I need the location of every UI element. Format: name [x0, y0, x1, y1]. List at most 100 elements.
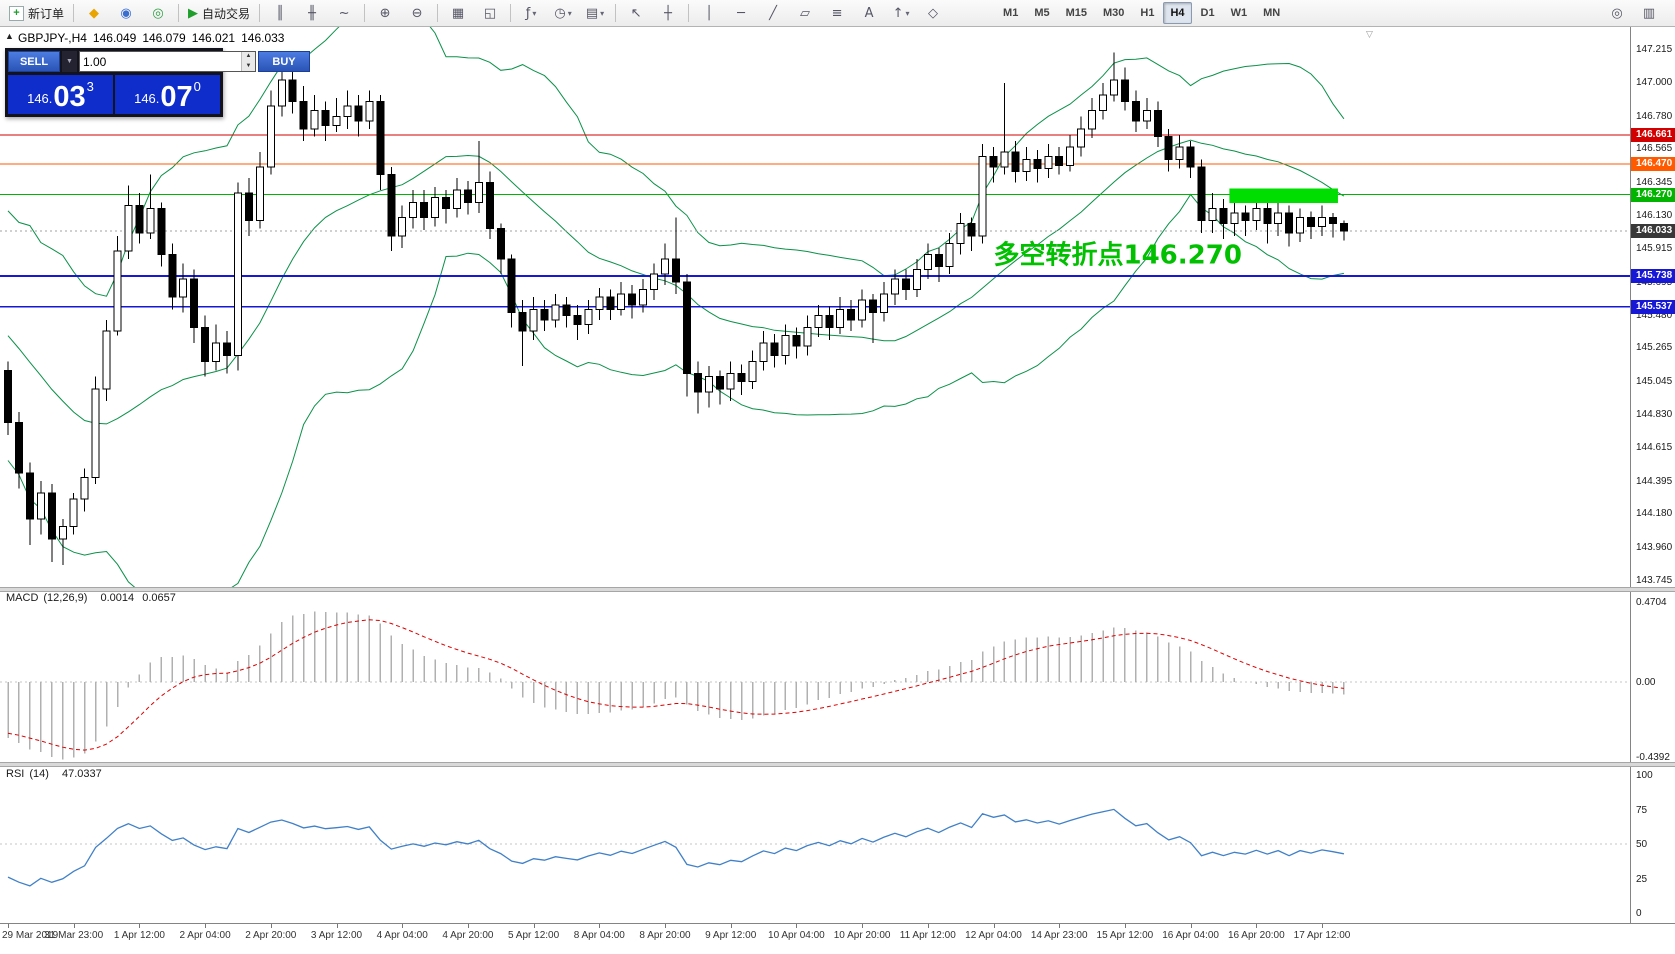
toolbar-templates-button[interactable]: ▤ ▾	[580, 1, 610, 25]
sell-price-button[interactable]: 146. 03 3	[8, 75, 113, 114]
macd-chart[interactable]	[0, 590, 1630, 762]
volume-step-down[interactable]: ▼	[242, 61, 255, 71]
cursor-icon: ↖	[630, 5, 642, 21]
rsi-chart[interactable]	[0, 765, 1630, 923]
time-tick	[336, 924, 338, 928]
price-axis[interactable]: 147.215 147.000 146.780 146.565 146.345 146.1…	[1630, 27, 1675, 953]
data-window-icon: ▥	[1642, 5, 1656, 21]
price-tick-label: 145.915	[1636, 242, 1673, 254]
play-icon: ▶	[188, 5, 199, 21]
sell-button[interactable]: SELL	[8, 51, 60, 72]
search-icon: ◎	[1611, 5, 1623, 21]
new-order-button[interactable]: + 新订单	[5, 1, 68, 25]
toolbar-mql5-button[interactable]: ◆	[79, 1, 109, 25]
macd-label: MACD (12,26,9) 0.0014 0.0657	[6, 592, 181, 604]
vertical-line-icon: │	[705, 5, 713, 21]
buy-price-button[interactable]: 146. 07 0	[115, 75, 220, 114]
highlight-zone-rect[interactable]	[1229, 188, 1338, 204]
toolbar-horizontal-line-button[interactable]: ─	[726, 1, 756, 25]
toolbar-separator	[688, 4, 690, 22]
time-label: 29 Mar 2019	[2, 930, 59, 941]
buy-button[interactable]: BUY	[258, 51, 310, 72]
panel-splitter[interactable]	[0, 762, 1675, 767]
toolbar-line-chart-button[interactable]: ~	[329, 1, 359, 25]
toolbar-tile-windows-button[interactable]: ▦	[443, 1, 473, 25]
toolbar-zoom-out-button[interactable]: ⊖	[402, 1, 432, 25]
toolbar-separator	[437, 4, 439, 22]
timeframe-mn-button[interactable]: MN	[1263, 7, 1281, 19]
chevron-down-icon: ▾	[905, 8, 910, 18]
bollinger-upper-band[interactable]	[7, 27, 1345, 297]
toolbar-shapes-button[interactable]: ◇	[918, 1, 948, 25]
buy-price-prefix: 146.	[134, 91, 160, 106]
price-tick-label: 146.565	[1636, 143, 1673, 155]
macd-axis-label: 0.4704	[1636, 597, 1667, 609]
toolbar-trendline-button[interactable]: ╱	[758, 1, 788, 25]
panel-splitter[interactable]	[0, 587, 1675, 592]
price-chart[interactable]: 多空转折点146.270	[0, 27, 1630, 587]
toolbar-data-window-button[interactable]: ▥	[1634, 1, 1664, 25]
price-tick-label: 147.000	[1636, 76, 1673, 88]
sell-price-pip: 3	[86, 79, 94, 94]
toolbar-search-button[interactable]: ◎	[1602, 1, 1632, 25]
volume-stepper: ▲ ▼	[241, 52, 255, 71]
volume-step-up[interactable]: ▲	[242, 52, 255, 62]
toolbar-arrows-button[interactable]: ↑ ▾	[886, 1, 916, 25]
timeframe-toolbar: M1 M5 M15 M30 H1 H4 D1 W1 MN	[995, 2, 1288, 24]
timeframe-m15-button[interactable]: M15	[1065, 7, 1087, 19]
one-click-collapse-icon[interactable]: ▲	[5, 31, 14, 41]
toolbar-text-button[interactable]: A	[854, 1, 884, 25]
toolbar-cursor-button[interactable]: ↖	[621, 1, 651, 25]
time-tick	[1124, 924, 1126, 928]
time-label: 8 Apr 20:00	[639, 930, 691, 941]
timeframe-w1-button[interactable]: W1	[1230, 7, 1248, 19]
time-tick	[1059, 924, 1061, 928]
toolbar-channel-button[interactable]: ▱	[790, 1, 820, 25]
timeframe-m1-button[interactable]: M1	[1003, 7, 1019, 19]
volume-dropdown[interactable]: ▼	[62, 51, 77, 72]
auto-trading-button[interactable]: ▶ 自动交易	[184, 1, 254, 25]
annotation-text[interactable]: 多空转折点146.270	[994, 239, 1242, 270]
arrows-icon: ↑	[892, 5, 904, 21]
time-axis[interactable]: 29 Mar 2019 31 Mar 23:00 1 Apr 12:00 2 Apr …	[0, 923, 1675, 954]
timeframe-h4-button[interactable]: H4	[1163, 2, 1192, 24]
toolbar-candlestick-chart-button[interactable]: ╫	[297, 1, 327, 25]
indicators-icon: ƒ	[525, 5, 531, 21]
toolbar-profile-button[interactable]: ◉	[111, 1, 141, 25]
price-tag-146.470: 146.470	[1631, 157, 1675, 171]
rsi-axis-label: 75	[1636, 804, 1648, 816]
toolbar-cascade-windows-button[interactable]: ◱	[475, 1, 505, 25]
timeframe-h1-button[interactable]: H1	[1140, 7, 1155, 19]
crosshair-icon: ┼	[664, 5, 672, 21]
macd-signal-value: 0.0657	[142, 592, 176, 604]
ohlc-high: 146.079	[142, 31, 186, 45]
toolbar-separator	[510, 4, 512, 22]
price-tick-label: 144.180	[1636, 508, 1673, 520]
trendline-icon: ╱	[769, 5, 777, 21]
time-label: 9 Apr 12:00	[705, 930, 757, 941]
shapes-icon: ◇	[928, 5, 939, 21]
toolbar-community-button[interactable]: ◎	[143, 1, 173, 25]
timeframe-m5-button[interactable]: M5	[1034, 7, 1050, 19]
toolbar-vertical-line-button[interactable]: │	[694, 1, 724, 25]
toolbar-bar-chart-button[interactable]: ║	[265, 1, 295, 25]
toolbar-fibonacci-button[interactable]: ≡	[822, 1, 852, 25]
toolbar-zoom-in-button[interactable]: ⊕	[370, 1, 400, 25]
toolbar-periods-button[interactable]: ◷ ▾	[548, 1, 578, 25]
time-label: 31 Mar 23:00	[44, 930, 104, 941]
price-tick-label: 145.045	[1636, 376, 1673, 388]
macd-axis-label: -0.4392	[1636, 751, 1670, 763]
volume-input[interactable]	[80, 52, 241, 71]
toolbar-indicators-button[interactable]: ƒ ▾	[516, 1, 546, 25]
toolbar-crosshair-button[interactable]: ┼	[653, 1, 683, 25]
time-tick	[1322, 924, 1323, 928]
fibonacci-icon: ≡	[831, 5, 843, 21]
chart-shift-marker[interactable]: ▽	[1366, 29, 1373, 39]
new-order-label: 新订单	[28, 6, 65, 21]
timeframe-m30-button[interactable]: M30	[1103, 7, 1125, 19]
time-label: 1 Apr 12:00	[113, 930, 165, 941]
toolbar-separator	[178, 4, 180, 22]
tile-windows-icon: ▦	[451, 5, 465, 21]
timeframe-d1-button[interactable]: D1	[1200, 7, 1215, 19]
bollinger-lower-band[interactable]	[7, 193, 1344, 588]
